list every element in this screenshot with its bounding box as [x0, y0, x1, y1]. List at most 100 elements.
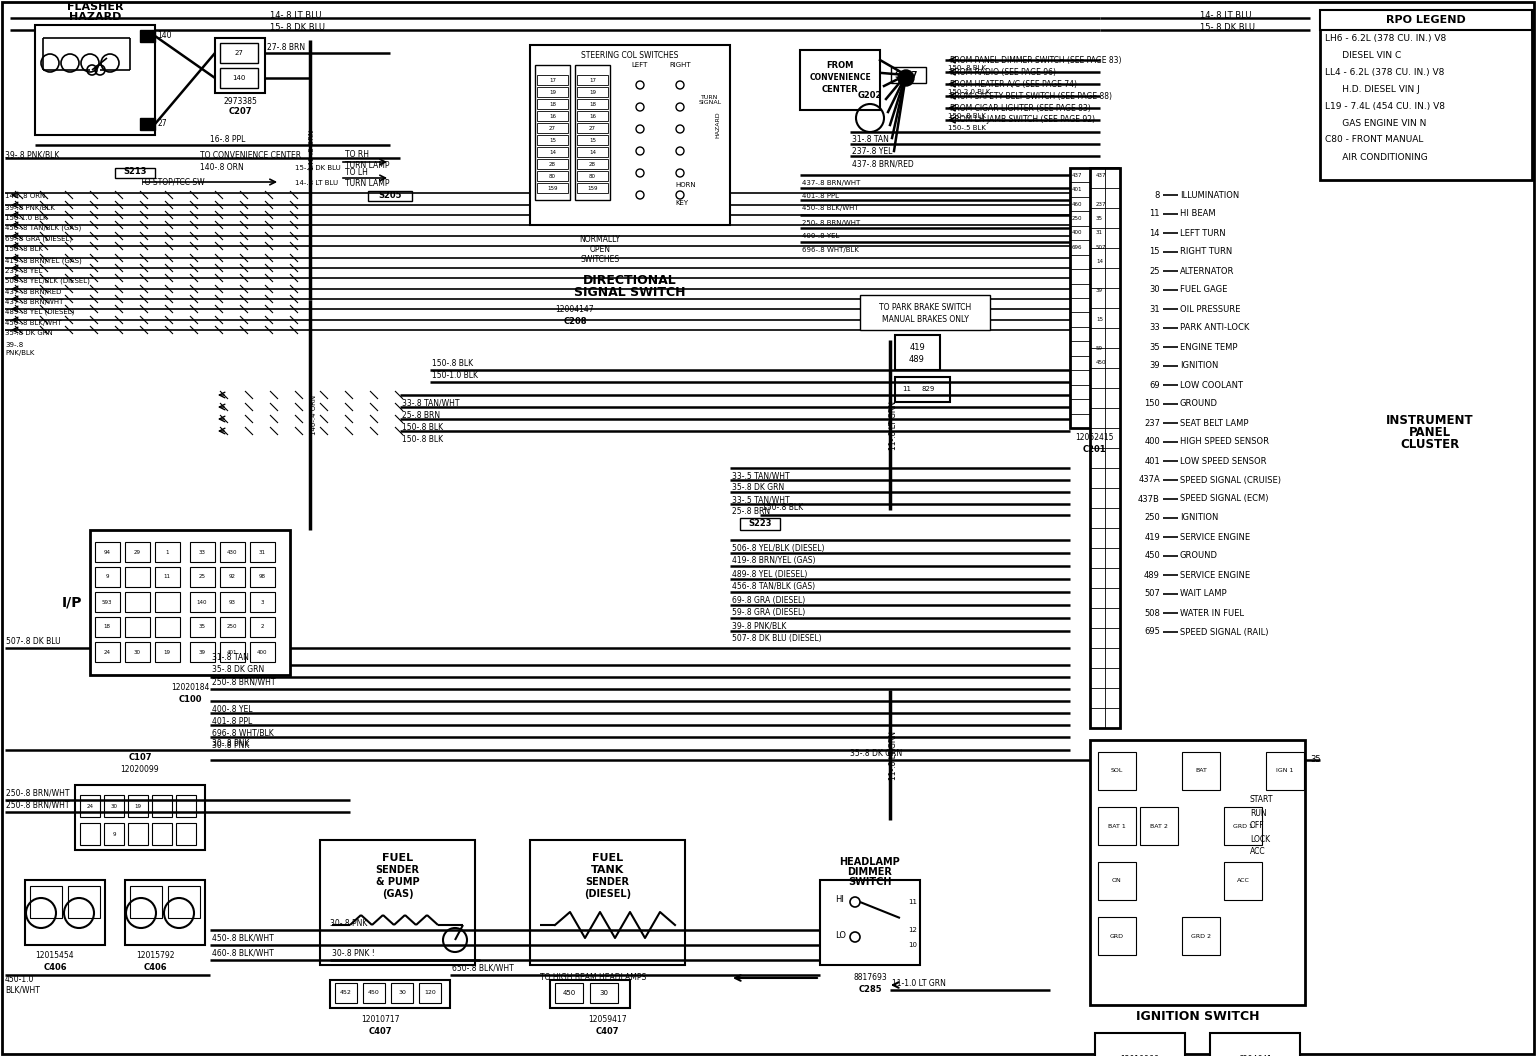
Text: 14-.8 LT BLU: 14-.8 LT BLU	[270, 11, 321, 19]
Text: LO: LO	[836, 930, 846, 940]
Text: & PUMP: & PUMP	[376, 876, 419, 887]
Bar	[578, 87, 608, 97]
Bar	[578, 135, 608, 145]
Bar	[220, 68, 258, 88]
Text: 33: 33	[198, 549, 206, 554]
Text: TO LH
TURN LAMP: TO LH TURN LAMP	[346, 168, 390, 188]
Text: 140: 140	[197, 600, 207, 604]
Bar	[104, 823, 124, 845]
Text: 8817693: 8817693	[852, 973, 886, 981]
Text: 450-.8 BLK/WHT: 450-.8 BLK/WHT	[5, 320, 61, 326]
Bar	[215, 38, 266, 93]
Text: C207: C207	[229, 108, 252, 116]
Text: 35-.8 DK GRN: 35-.8 DK GRN	[733, 484, 785, 492]
Text: 401: 401	[1144, 456, 1160, 466]
Text: FROM CIGAR LIGHTER (SEE PAGE 83): FROM CIGAR LIGHTER (SEE PAGE 83)	[949, 103, 1091, 113]
Bar	[167, 886, 200, 918]
Text: ON: ON	[1112, 879, 1121, 884]
Bar	[140, 30, 155, 42]
Text: IGNITION SWITCH: IGNITION SWITCH	[1135, 1011, 1260, 1023]
Text: 456-.8 TAN/BLK (GAS): 456-.8 TAN/BLK (GAS)	[5, 225, 81, 231]
Text: 12020184: 12020184	[170, 682, 209, 692]
Text: 35-.8 DK GRN: 35-.8 DK GRN	[5, 329, 52, 336]
Bar	[75, 785, 204, 850]
Text: 30-.8 PNK !: 30-.8 PNK !	[332, 948, 375, 958]
Text: GROUND: GROUND	[1180, 399, 1218, 409]
Text: 250: 250	[1072, 216, 1083, 221]
Text: GROUND: GROUND	[1180, 551, 1218, 561]
Bar	[538, 111, 568, 121]
Text: TANK: TANK	[591, 865, 624, 875]
Text: 2973385: 2973385	[223, 96, 257, 106]
Bar	[538, 87, 568, 97]
Bar	[95, 542, 120, 562]
Bar	[1098, 917, 1137, 955]
Text: 159: 159	[587, 186, 598, 190]
Text: 250-.8 BRN/WHT: 250-.8 BRN/WHT	[802, 220, 860, 226]
Bar	[538, 183, 568, 193]
Text: 11: 11	[1149, 209, 1160, 219]
Text: 437-.8 BRN/RED: 437-.8 BRN/RED	[852, 159, 914, 169]
Text: 30: 30	[398, 991, 406, 996]
Bar	[538, 99, 568, 109]
Bar	[220, 592, 246, 612]
Bar	[68, 886, 100, 918]
Text: C208: C208	[564, 317, 587, 325]
Text: 18: 18	[588, 101, 596, 107]
Bar	[1071, 168, 1118, 428]
Text: IGNITION: IGNITION	[1180, 513, 1218, 523]
Text: 450-.8 BLK/WHT: 450-.8 BLK/WHT	[212, 934, 273, 943]
Text: 507-.8 DK BLU: 507-.8 DK BLU	[6, 637, 60, 645]
Text: 69: 69	[1149, 380, 1160, 390]
Text: 93: 93	[229, 600, 235, 604]
Bar	[1210, 1033, 1299, 1056]
Text: OIL PRESSURE: OIL PRESSURE	[1180, 304, 1241, 314]
Bar	[1140, 807, 1178, 845]
Text: FROM SAFETY BELT SWITCH (SEE PAGE 88): FROM SAFETY BELT SWITCH (SEE PAGE 88)	[949, 92, 1112, 100]
Text: 150-.5 BLK: 150-.5 BLK	[948, 125, 986, 131]
Bar	[95, 642, 120, 662]
Text: FROM LH JAMB SWITCH (SEE PAGE 92): FROM LH JAMB SWITCH (SEE PAGE 92)	[949, 115, 1095, 125]
Bar	[578, 75, 608, 84]
Text: CONVENIENCE: CONVENIENCE	[809, 74, 871, 82]
Text: 400: 400	[1144, 437, 1160, 447]
Text: 456-.8 TAN/BLK (GAS): 456-.8 TAN/BLK (GAS)	[733, 583, 816, 591]
Text: SPEED SIGNAL (ECM): SPEED SIGNAL (ECM)	[1180, 494, 1269, 504]
Text: HI BEAM: HI BEAM	[1180, 209, 1215, 219]
Text: OFF: OFF	[1250, 822, 1264, 830]
Text: BLK/WHT: BLK/WHT	[5, 985, 40, 995]
Text: 39-.8 PNK/BLK: 39-.8 PNK/BLK	[5, 205, 55, 211]
Text: 150: 150	[1144, 399, 1160, 409]
Text: 12059417: 12059417	[588, 1016, 627, 1024]
Text: PNK/BLK: PNK/BLK	[5, 350, 34, 356]
Text: 696-.8 WHT/BLK: 696-.8 WHT/BLK	[802, 247, 859, 253]
Text: SIGNAL SWITCH: SIGNAL SWITCH	[574, 286, 685, 300]
Bar	[250, 542, 275, 562]
Bar	[578, 122, 608, 133]
Text: 69-.8 GRA (DIESEL): 69-.8 GRA (DIESEL)	[733, 596, 805, 604]
Bar	[392, 983, 413, 1003]
Text: FUEL: FUEL	[591, 853, 624, 863]
Text: 80: 80	[548, 173, 556, 178]
Text: 27-.8 BRN: 27-.8 BRN	[267, 43, 306, 53]
Bar	[250, 642, 275, 662]
Bar	[152, 795, 172, 817]
Text: 140-.8 ORN: 140-.8 ORN	[200, 164, 244, 172]
Text: LL4 - 6.2L (378 CU. IN.) V8: LL4 - 6.2L (378 CU. IN.) V8	[1326, 68, 1444, 76]
Text: 27: 27	[235, 50, 243, 56]
Bar	[124, 880, 204, 945]
Bar	[95, 567, 120, 587]
Bar	[220, 43, 258, 63]
Bar	[578, 159, 608, 169]
Text: 450-1.0: 450-1.0	[5, 976, 34, 984]
Bar	[891, 67, 926, 83]
Text: 35: 35	[1310, 755, 1321, 765]
Bar	[152, 823, 172, 845]
Bar	[124, 617, 151, 637]
Bar	[250, 592, 275, 612]
Text: RPO LEGEND: RPO LEGEND	[1385, 15, 1465, 25]
Text: 25: 25	[198, 574, 206, 580]
Text: C80 - FRONT MANUAL: C80 - FRONT MANUAL	[1326, 135, 1424, 145]
Bar	[104, 795, 124, 817]
Bar	[530, 840, 685, 965]
